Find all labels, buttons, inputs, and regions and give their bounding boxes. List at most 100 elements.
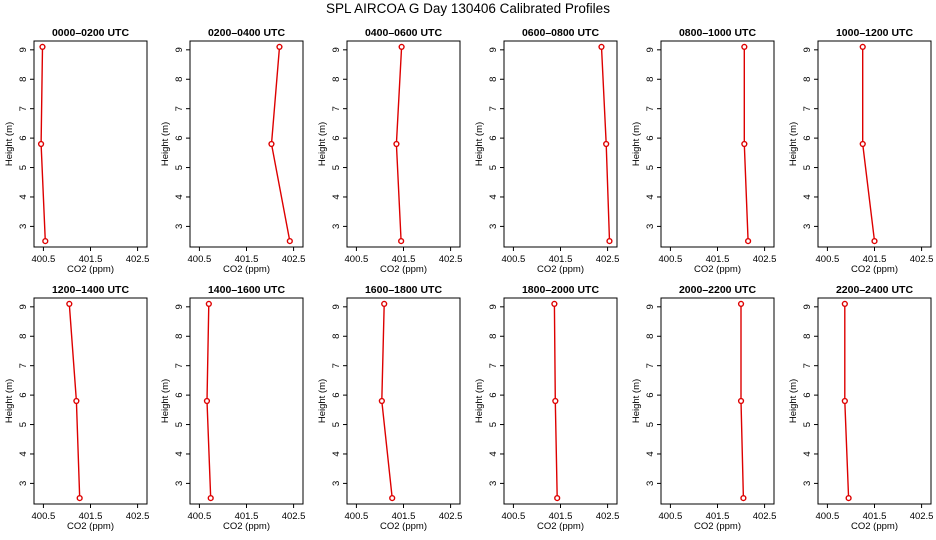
x-tick-label: 400.5 <box>502 511 526 522</box>
x-axis-label: CO2 (ppm) <box>67 264 114 275</box>
y-tick-label: 4 <box>331 451 342 456</box>
profile-point <box>205 300 212 307</box>
y-tick-label: 6 <box>18 135 29 140</box>
y-axis-label: Height (m) <box>474 379 485 423</box>
profile-panel: 1600–1800 UTC 400.5 401.5 402.5 CO2 (ppm) 3 4 5… <box>317 284 462 532</box>
y-tick-label: 8 <box>488 77 499 82</box>
profile-point <box>871 238 878 245</box>
profile-point <box>389 495 396 502</box>
y-tick-label: 4 <box>174 194 185 199</box>
y-tick-label: 3 <box>18 481 29 486</box>
profile-point <box>859 43 866 50</box>
y-tick-label: 5 <box>802 422 813 427</box>
y-tick-label: 8 <box>174 334 185 339</box>
profile-point <box>37 140 45 148</box>
profile-panel: 1000–1200 UTC 400.5 401.5 402.5 CO2 (ppm) 3 4 5… <box>788 27 933 275</box>
profile-point <box>598 43 605 50</box>
x-axis-label: CO2 (ppm) <box>223 264 270 275</box>
x-tick-label: 402.5 <box>910 511 934 522</box>
y-tick-label: 7 <box>174 106 185 111</box>
profile-panel: 1800–2000 UTC 400.5 401.5 402.5 CO2 (ppm) 3 4 5… <box>474 284 619 532</box>
y-tick-label: 6 <box>802 392 813 397</box>
profile-point <box>398 238 405 245</box>
y-tick-label: 7 <box>331 106 342 111</box>
y-tick-label: 7 <box>802 106 813 111</box>
x-tick-label: 400.5 <box>502 254 526 265</box>
profile-point <box>554 495 561 502</box>
profile-point <box>737 300 745 307</box>
x-tick-label: 400.5 <box>188 511 212 522</box>
x-tick-label: 402.5 <box>596 254 620 265</box>
y-tick-label: 3 <box>174 224 185 229</box>
profile-panel: 0200–0400 UTC 400.5 401.5 402.5 CO2 (ppm) 3 4 5… <box>160 27 305 275</box>
panel-title: 0600–0800 UTC <box>522 27 599 39</box>
panel-title: 1800–2000 UTC <box>522 284 599 296</box>
plot-frame <box>346 40 461 248</box>
profile-point <box>740 495 747 502</box>
y-tick-label: 5 <box>18 422 29 427</box>
x-tick-label: 400.5 <box>32 511 56 522</box>
x-tick-label: 402.5 <box>282 254 306 265</box>
panel-title: 1000–1200 UTC <box>836 27 913 39</box>
profile-point <box>42 238 49 245</box>
x-tick-label: 402.5 <box>439 254 463 265</box>
y-tick-label: 5 <box>174 165 185 170</box>
y-tick-label: 9 <box>802 47 813 52</box>
x-tick-label: 402.5 <box>126 254 150 265</box>
plot-frame <box>660 40 775 248</box>
y-tick-label: 9 <box>488 47 499 52</box>
y-tick-label: 9 <box>645 47 656 52</box>
y-tick-label: 6 <box>331 135 342 140</box>
profile-panel: 2000–2200 UTC 400.5 401.5 402.5 CO2 (ppm) 3 4 5… <box>631 284 776 532</box>
y-tick-label: 5 <box>18 165 29 170</box>
y-tick-label: 3 <box>802 224 813 229</box>
y-tick-label: 9 <box>645 304 656 309</box>
y-axis-label: Height (m) <box>474 122 485 166</box>
profile-point <box>603 140 610 148</box>
y-tick-label: 8 <box>174 77 185 82</box>
figure-title: SPL AIRCOA G Day 130406 Calibrated Profi… <box>326 1 610 16</box>
y-tick-label: 3 <box>18 224 29 229</box>
profile-point <box>606 238 613 245</box>
x-tick-label: 401.5 <box>235 511 259 522</box>
profile-point <box>276 43 283 50</box>
y-tick-label: 4 <box>645 194 656 199</box>
profile-point <box>39 43 46 50</box>
x-tick-label: 401.5 <box>392 511 416 522</box>
y-tick-label: 9 <box>174 304 185 309</box>
y-tick-label: 3 <box>645 224 656 229</box>
y-axis-label: Height (m) <box>160 122 171 166</box>
x-axis-label: CO2 (ppm) <box>223 521 270 532</box>
y-tick-label: 7 <box>18 363 29 368</box>
y-tick-label: 7 <box>488 363 499 368</box>
y-tick-label: 8 <box>802 334 813 339</box>
plot-frame <box>346 297 461 505</box>
y-tick-label: 5 <box>488 165 499 170</box>
plot-frame <box>189 40 304 248</box>
y-tick-label: 3 <box>331 481 342 486</box>
x-tick-label: 401.5 <box>79 254 103 265</box>
y-tick-label: 3 <box>488 481 499 486</box>
plot-frame <box>660 297 775 505</box>
panel-title: 0800–1000 UTC <box>679 27 756 39</box>
y-tick-label: 4 <box>802 451 813 456</box>
y-tick-label: 3 <box>802 481 813 486</box>
plot-frame <box>503 40 618 248</box>
profile-point <box>737 397 745 405</box>
y-tick-label: 7 <box>645 363 656 368</box>
panel-title: 1400–1600 UTC <box>208 284 285 296</box>
panel-title: 1600–1800 UTC <box>365 284 442 296</box>
y-tick-label: 6 <box>331 392 342 397</box>
x-tick-label: 400.5 <box>816 254 840 265</box>
profile-point <box>745 238 752 245</box>
y-tick-label: 5 <box>174 422 185 427</box>
y-tick-label: 7 <box>488 106 499 111</box>
plot-frame <box>817 297 932 505</box>
panel-title: 1200–1400 UTC <box>52 284 129 296</box>
y-tick-label: 7 <box>645 106 656 111</box>
y-tick-label: 9 <box>174 47 185 52</box>
profile-point <box>841 300 848 307</box>
x-tick-label: 401.5 <box>863 511 887 522</box>
profile-point <box>741 140 748 148</box>
y-tick-label: 8 <box>331 334 342 339</box>
